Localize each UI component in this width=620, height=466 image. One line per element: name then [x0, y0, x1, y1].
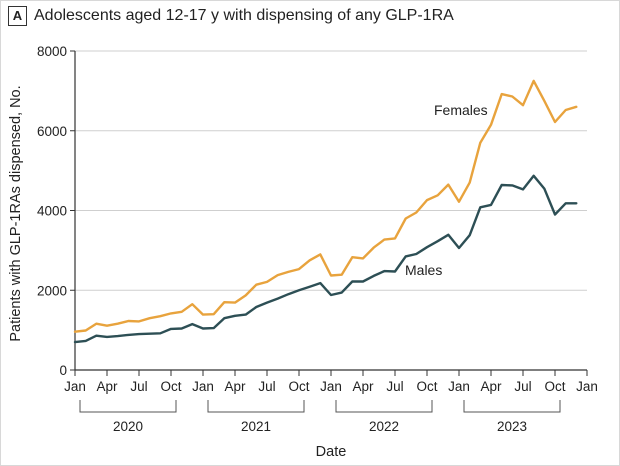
series-label-males: Males [405, 262, 442, 278]
gridlines [75, 50, 587, 291]
year-label-2023: 2023 [497, 419, 527, 434]
x-tick-label-33: Oct [416, 379, 437, 394]
y-tick-label-4000: 4000 [37, 204, 67, 219]
x-axis-title: Date [316, 444, 347, 460]
year-bracket-2023 [463, 400, 561, 413]
y-tick-label-2000: 2000 [37, 283, 67, 298]
panel-header: A Adolescents aged 12-17 y with dispensi… [8, 6, 454, 26]
chart-title: Adolescents aged 12-17 y with dispensing… [34, 7, 454, 24]
series-label-females: Females [434, 102, 488, 118]
axes [70, 50, 588, 413]
x-tick-label-3: Apr [96, 379, 118, 394]
x-tick-label-0: Jan [64, 379, 86, 394]
series-line-males [73, 174, 578, 344]
chart-labels: 0 2000 4000 6000 8000 Jan Apr Jul Oct Jan Apr Jul Oc… [8, 44, 598, 460]
x-tick-label-6: Jul [130, 379, 147, 394]
x-tick-label-15: Apr [224, 379, 246, 394]
x-tick-label-12: Jan [192, 379, 214, 394]
y-axis-title: Patients with GLP-1RAs dispensed, No. [8, 85, 24, 341]
x-tick-label-48: Jan [576, 379, 598, 394]
x-tick-label-21: Oct [288, 379, 309, 394]
year-label-2020: 2020 [113, 419, 143, 434]
x-tick-label-42: Jul [514, 379, 531, 394]
y-tick-label-0: 0 [59, 363, 67, 378]
x-tick-label-45: Oct [544, 379, 565, 394]
year-label-2022: 2022 [369, 419, 399, 434]
series-lines [73, 79, 578, 344]
x-tick-label-18: Jul [258, 379, 275, 394]
x-tick-label-9: Oct [160, 379, 181, 394]
year-bracket-2022 [335, 400, 433, 413]
series-line-females [73, 79, 578, 333]
x-tick-label-30: Jul [386, 379, 403, 394]
x-tick-label-27: Apr [352, 379, 374, 394]
year-bracket-2020 [79, 400, 177, 413]
x-tick-label-24: Jan [320, 379, 342, 394]
x-tick-label-36: Jan [448, 379, 470, 394]
x-tick-label-39: Apr [480, 379, 502, 394]
y-tick-label-8000: 8000 [37, 44, 67, 59]
y-tick-label-6000: 6000 [37, 124, 67, 139]
year-label-2021: 2021 [241, 419, 271, 434]
panel-letter-badge: A [8, 6, 27, 26]
year-bracket-2021 [207, 400, 305, 413]
